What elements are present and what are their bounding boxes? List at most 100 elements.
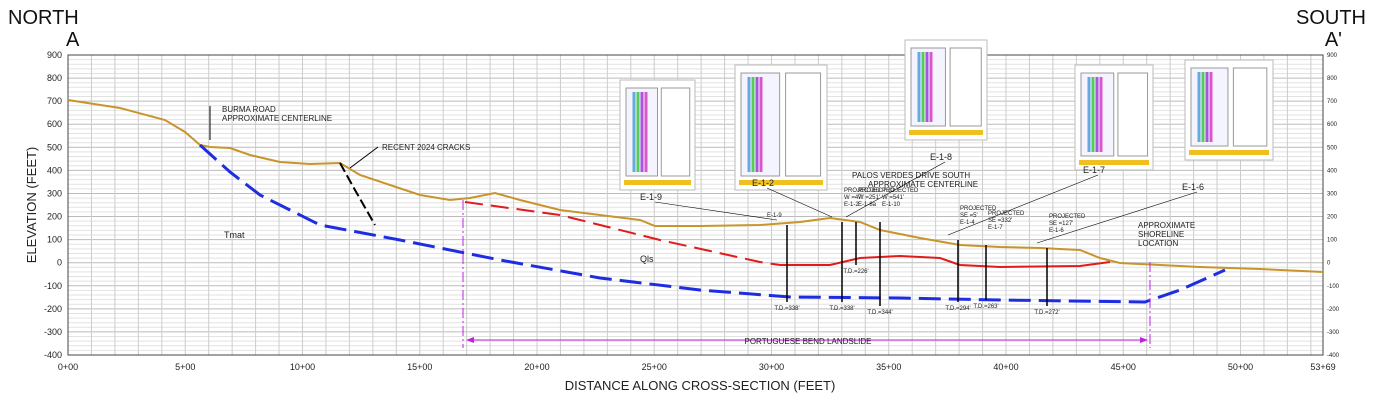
boring-name: E-1-2: [752, 178, 774, 188]
basal-slide-plane: [198, 143, 1226, 304]
leader: [1036, 191, 1198, 244]
log-chart: [660, 87, 691, 177]
boring-note: SE =5': [960, 213, 978, 219]
y-tick-label: 900: [1327, 53, 1338, 59]
td-label: T.D.=338': [774, 306, 799, 312]
log-chart: [785, 72, 822, 177]
y-tick-label: 800: [1327, 76, 1338, 82]
leader: [845, 161, 946, 218]
x-tick-label: 25+00: [642, 362, 667, 372]
leader: [947, 174, 1099, 236]
x-tick-label: 45+00: [1111, 362, 1136, 372]
boring-note: PROJECTED: [1049, 214, 1086, 220]
td-label: T.D.=272': [1034, 310, 1059, 316]
x-tick-label: 15+00: [407, 362, 432, 372]
y-tick-label: -100: [44, 281, 62, 291]
x-tick-label: 40+00: [993, 362, 1018, 372]
boring-note: SE =332': [988, 218, 1012, 224]
boring-note: E-1-2: [844, 202, 859, 208]
y-tick-label: -100: [1327, 284, 1340, 290]
y-tick-label: 100: [1327, 238, 1338, 244]
x-axis-label: DISTANCE ALONG CROSS-SECTION (FEET): [565, 378, 836, 393]
y-tick-label: 600: [1327, 122, 1338, 128]
y-tick-label: 400: [47, 165, 62, 175]
y-tick-label: -300: [1327, 330, 1340, 336]
boring-note: PROJECTED: [882, 188, 919, 194]
y-tick-label: 200: [1327, 215, 1338, 221]
log-chart: [949, 47, 982, 127]
y-tick-label: 500: [1327, 145, 1338, 151]
annotation: PORTUGUESE BEND LANDSLIDE: [745, 337, 872, 346]
td-label: T.D.=338': [829, 306, 854, 312]
log-footer: [1079, 160, 1149, 165]
boring-note: SE =127': [1049, 221, 1073, 227]
y-tick-label: 0: [1327, 261, 1331, 267]
x-tick-label: 30+00: [759, 362, 784, 372]
annotation: APPROXIMATE CENTERLINE: [868, 180, 978, 189]
boring-note: E-1-10: [882, 202, 901, 208]
leader: [766, 187, 833, 218]
log-chart: [1190, 67, 1229, 147]
annotation: SHORELINE: [1138, 230, 1184, 239]
a-prime-label: A': [1325, 29, 1342, 51]
td-label: T.D.=226': [843, 269, 868, 275]
x-tick-label: 53+69: [1310, 362, 1335, 372]
log-footer: [909, 130, 983, 135]
y-tick-label: -300: [44, 327, 62, 337]
leader: [654, 201, 778, 221]
boring-note: E-1-7: [988, 225, 1003, 231]
log-chart: [1232, 67, 1268, 147]
td-label: T.D.=344': [867, 310, 892, 316]
north-label: NORTH: [8, 7, 79, 29]
y-tick-label: 800: [47, 73, 62, 83]
boring-note: PROJECTED: [988, 211, 1025, 217]
annotation: RECENT 2024 CRACKS: [382, 143, 470, 152]
annotation: APPROXIMATE CENTERLINE: [222, 114, 332, 123]
boring-name: E-1-7: [1083, 165, 1105, 175]
annotation: PALOS VERDES DRIVE SOUTH: [852, 171, 970, 180]
annotation: LOCATION: [1138, 239, 1179, 248]
upper-slide-plane: [780, 254, 1111, 269]
td-label: T.D.=294': [945, 306, 970, 312]
y-tick-label: 400: [1327, 168, 1338, 174]
log-footer: [739, 180, 823, 185]
log-footer: [624, 180, 691, 185]
boring-note: PROJECTED: [960, 206, 997, 212]
y-tick-label: 300: [47, 188, 62, 198]
annotation: APPROXIMATE: [1138, 221, 1195, 230]
y-tick-label: 700: [1327, 99, 1338, 105]
frame: [67, 54, 1324, 356]
cracks-line: [339, 162, 376, 226]
boring-logs: [619, 39, 1274, 191]
x-tick-label: 20+00: [524, 362, 549, 372]
boring-note: PROJECTED: [844, 188, 881, 194]
x-tick-label: 50+00: [1228, 362, 1253, 372]
log-chart: [1117, 72, 1149, 157]
annotation: Qls: [640, 254, 654, 264]
boring-name: E-1-9: [640, 192, 662, 202]
annotation: Tmat: [224, 230, 245, 240]
y-tick-label: 600: [47, 119, 62, 129]
x-tick-label: 35+00: [876, 362, 901, 372]
annotation: BURMA ROAD: [222, 105, 276, 114]
y-tick-label: -200: [44, 304, 62, 314]
y-tick-label: 700: [47, 96, 62, 106]
y-tick-label: 500: [47, 142, 62, 152]
y-tick-label: 200: [47, 212, 62, 222]
boring-name: E-1-8: [930, 152, 952, 162]
y-tick-label: -400: [44, 350, 62, 360]
x-tick-label: 0+00: [58, 362, 78, 372]
boring-note: W =47': [844, 195, 863, 201]
boring-note: W =251': [858, 195, 880, 201]
x-tick-label: 10+00: [290, 362, 315, 372]
boring-note: E-1-9: [767, 213, 782, 219]
y-tick-label: 900: [47, 50, 62, 60]
boring-note: E-1-4: [960, 220, 975, 226]
y-tick-label: -200: [1327, 307, 1340, 313]
y-tick-label: 300: [1327, 191, 1338, 197]
y-tick-label: 0: [57, 258, 62, 268]
a-label: A: [66, 29, 80, 51]
